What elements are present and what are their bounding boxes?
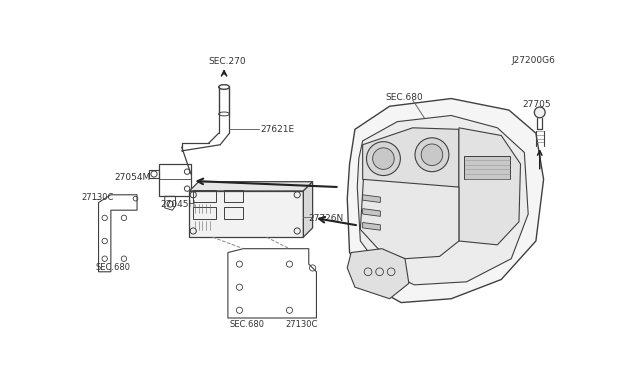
Circle shape xyxy=(367,142,401,176)
Circle shape xyxy=(415,138,449,172)
Circle shape xyxy=(421,144,443,166)
Bar xyxy=(224,207,243,219)
Bar xyxy=(189,191,303,237)
Polygon shape xyxy=(348,99,543,302)
Polygon shape xyxy=(363,209,380,217)
Text: SEC.680: SEC.680 xyxy=(230,320,264,328)
Polygon shape xyxy=(363,128,459,191)
Text: 27621E: 27621E xyxy=(260,125,294,134)
Text: SEC.680: SEC.680 xyxy=(386,93,424,102)
Bar xyxy=(193,190,216,202)
Circle shape xyxy=(372,148,394,169)
Bar xyxy=(193,207,216,219)
Bar xyxy=(464,156,511,179)
Bar xyxy=(159,164,191,196)
Text: J27200G6: J27200G6 xyxy=(511,55,555,64)
Polygon shape xyxy=(189,182,312,191)
Text: SEC.680: SEC.680 xyxy=(95,263,131,272)
Text: SEC.270: SEC.270 xyxy=(209,57,246,66)
Polygon shape xyxy=(348,249,409,299)
Polygon shape xyxy=(357,115,528,285)
Text: 27705: 27705 xyxy=(522,100,550,109)
Text: 27130C: 27130C xyxy=(285,320,318,328)
Circle shape xyxy=(534,107,545,118)
Text: 27130C: 27130C xyxy=(82,193,114,202)
Polygon shape xyxy=(363,222,380,230)
Polygon shape xyxy=(363,195,380,202)
Bar xyxy=(224,190,243,202)
Polygon shape xyxy=(360,179,459,259)
Polygon shape xyxy=(303,182,312,237)
Text: 27054M: 27054M xyxy=(115,173,151,182)
Polygon shape xyxy=(459,128,520,245)
Text: 27726N: 27726N xyxy=(308,214,344,223)
Text: 27045H: 27045H xyxy=(160,199,195,209)
